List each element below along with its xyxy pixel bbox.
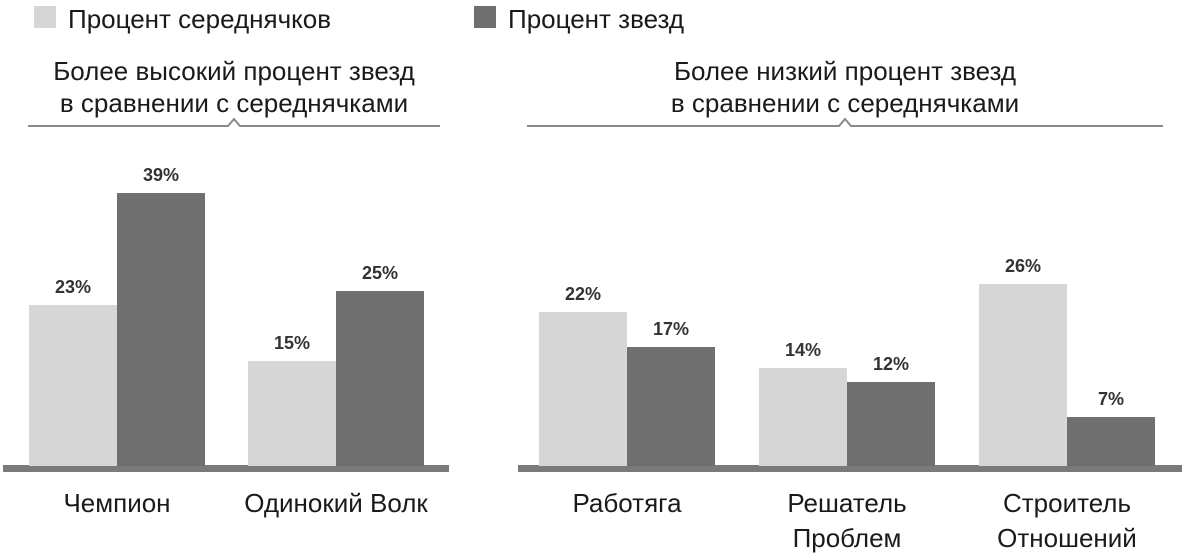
legend-label-average: Процент середнячков	[68, 4, 331, 34]
category-label: Отношений	[997, 523, 1137, 553]
category-labels: Чемпион Одинокий Волк Работяга Решатель Проб…	[63, 488, 1136, 553]
value-label: 7%	[1098, 389, 1124, 409]
legend-label-stars: Процент звезд	[508, 4, 684, 34]
value-label: 12%	[873, 354, 909, 374]
value-label: 14%	[785, 340, 821, 360]
group-header-lower: Более низкий процент звезд в сравнении с…	[527, 56, 1163, 127]
group-title-line-2: в сравнении с середнячками	[671, 88, 1019, 118]
group-title-line-1: Более низкий процент звезд	[674, 56, 1016, 86]
category-label: Решатель	[787, 488, 906, 518]
group-title-line-2: в сравнении с середнячками	[60, 88, 408, 118]
bar-stars	[336, 291, 424, 466]
bar-average	[979, 284, 1067, 466]
value-labels: 23% 39% 15% 25% 22% 17% 14% 12% 26% 7%	[55, 165, 1124, 409]
bar-average	[539, 312, 627, 466]
category-label: Строитель	[1003, 488, 1131, 518]
bar-average	[759, 368, 847, 466]
value-label: 26%	[1005, 256, 1041, 276]
value-label: 15%	[274, 333, 310, 353]
bar-stars	[117, 193, 205, 466]
value-label: 25%	[362, 263, 398, 283]
category-label: Проблем	[793, 523, 902, 553]
bar-average	[248, 361, 336, 466]
category-label: Чемпион	[63, 488, 170, 518]
group-title-line-1: Более высокий процент звезд	[53, 56, 415, 86]
baseline-right	[518, 465, 1182, 472]
legend-swatch-stars	[474, 6, 496, 28]
value-label: 23%	[55, 277, 91, 297]
legend: Процент середнячков Процент звезд	[34, 4, 684, 34]
legend-swatch-average	[34, 6, 56, 28]
category-label: Работяга	[572, 488, 682, 518]
group-bracket	[527, 117, 1163, 127]
bar-stars	[1067, 417, 1155, 466]
value-label: 22%	[565, 284, 601, 304]
category-label: Одинокий Волк	[244, 488, 428, 518]
bar-stars	[847, 382, 935, 466]
value-label: 17%	[653, 319, 689, 339]
group-header-higher: Более высокий процент звезд в сравнении …	[28, 56, 440, 127]
group-bracket	[28, 117, 440, 127]
bars	[29, 193, 1155, 466]
bar-stars	[627, 347, 715, 466]
bar-average	[29, 305, 117, 466]
value-label: 39%	[143, 165, 179, 185]
baseline-left	[3, 465, 449, 472]
